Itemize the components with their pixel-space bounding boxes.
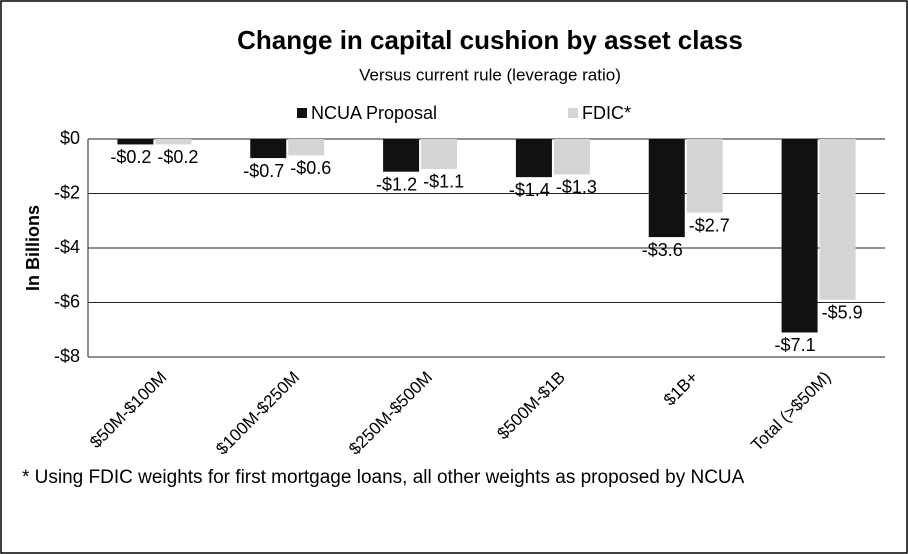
x-tick-label: $50M-$100M (86, 368, 170, 452)
bar (515, 139, 552, 178)
y-tick-label: -$4 (54, 237, 80, 257)
bar (155, 139, 192, 145)
data-label: -$1.1 (423, 172, 464, 192)
legend-swatch (568, 108, 578, 118)
y-tick-label: -$8 (54, 346, 80, 366)
y-tick-label: -$6 (54, 291, 80, 311)
bar (553, 139, 590, 175)
legend-swatch (297, 108, 307, 118)
y-tick-label: -$2 (54, 182, 80, 202)
data-label: -$0.2 (110, 147, 151, 167)
x-tick-label: $100M-$250M (212, 368, 303, 459)
y-axis-label: In Billions (23, 205, 43, 291)
x-tick-label: Total (>$50M) (747, 368, 834, 455)
x-tick-label: $500M-$1B (493, 368, 569, 444)
data-label: -$0.6 (290, 158, 331, 178)
bar (648, 139, 685, 238)
data-label: -$1.3 (556, 177, 597, 197)
bar (781, 139, 818, 333)
data-label: -$0.2 (157, 147, 198, 167)
bar (383, 139, 420, 172)
legend-label: FDIC* (582, 103, 631, 123)
bar (117, 139, 154, 145)
data-label: -$3.6 (642, 240, 683, 260)
data-label: -$1.2 (376, 174, 417, 194)
bar (421, 139, 458, 169)
data-label: -$0.7 (243, 161, 284, 181)
legend-label: NCUA Proposal (311, 103, 437, 123)
x-tick-label: $250M-$500M (345, 368, 436, 459)
data-label: -$1.4 (509, 180, 550, 200)
data-label: -$5.9 (822, 303, 863, 323)
y-tick-label: $0 (60, 128, 80, 148)
chart-subtitle: Versus current rule (leverage ratio) (359, 65, 621, 84)
bar (686, 139, 723, 213)
data-label: -$2.7 (689, 215, 730, 235)
data-label: -$7.1 (775, 335, 816, 355)
bar (288, 139, 325, 156)
bar (819, 139, 856, 300)
x-tick-label: $1B+ (660, 368, 702, 410)
chart-title: Change in capital cushion by asset class (237, 25, 743, 55)
bar (250, 139, 287, 159)
footnote: * Using FDIC weights for first mortgage … (22, 467, 745, 488)
